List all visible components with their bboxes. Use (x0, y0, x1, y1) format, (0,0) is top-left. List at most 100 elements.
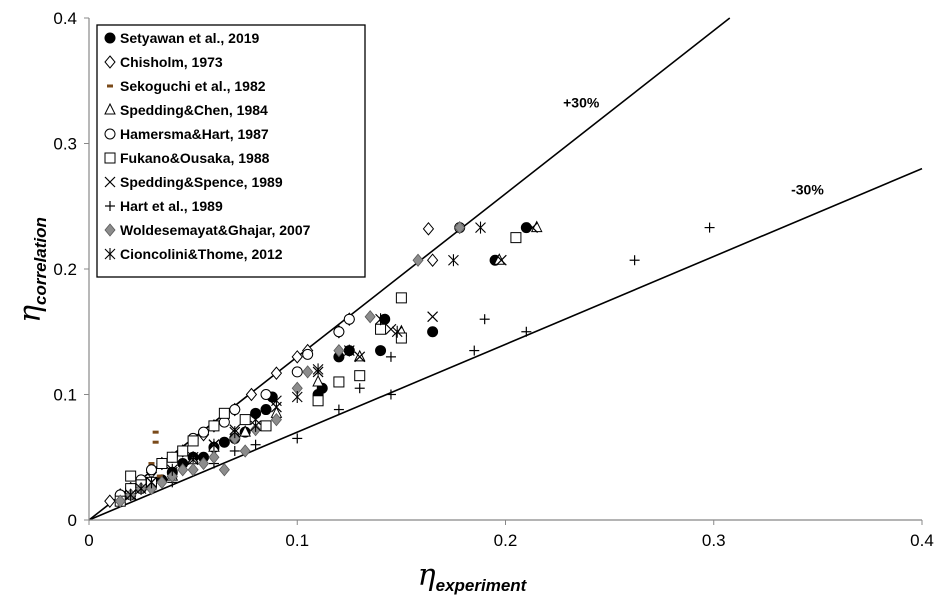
data-point (250, 439, 261, 450)
data-point (364, 310, 376, 324)
data-point (208, 450, 220, 464)
tick-layer: 0 0.1 0.2 0.3 0.4 0 0.1 0.2 0.3 0.4 (53, 9, 933, 550)
y-tick-label: 0.1 (53, 386, 77, 405)
data-point (104, 128, 116, 140)
data-point (208, 438, 220, 451)
data-point (343, 313, 355, 325)
data-point (260, 389, 272, 400)
data-point (229, 404, 241, 416)
data-point (333, 326, 345, 338)
data-point (333, 343, 345, 358)
data-point (354, 370, 366, 382)
data-point (166, 463, 178, 476)
data-point (152, 440, 159, 444)
data-point (291, 366, 303, 378)
legend-label: Spedding&Spence, 1989 (120, 174, 283, 190)
data-point (412, 253, 424, 267)
data-point (104, 32, 116, 44)
data-point (479, 314, 490, 325)
data-point (270, 412, 282, 427)
y-axis-symbol: η (13, 305, 48, 323)
data-point (177, 463, 189, 477)
data-point (469, 345, 480, 356)
data-point (177, 445, 189, 457)
data-point (187, 451, 199, 464)
data-point (510, 232, 522, 244)
y-tick-label: 0.2 (53, 260, 77, 279)
legend-label: Hart et al., 1989 (120, 198, 223, 214)
data-point (104, 152, 116, 164)
data-point (271, 394, 282, 407)
data-point (105, 201, 115, 211)
data-point (250, 419, 261, 432)
data-point (385, 351, 396, 362)
data-point (250, 407, 262, 419)
legend: Setyawan et al., 2019 Chisholm, 1973 Sekog… (96, 24, 366, 278)
legend-entry: Hart et al., 1989 (105, 198, 223, 214)
data-point (426, 253, 439, 267)
data-point (375, 313, 386, 326)
data-point (239, 425, 251, 437)
data-point (312, 374, 324, 387)
data-point (448, 254, 459, 267)
data-point (333, 376, 345, 388)
data-point (422, 222, 435, 236)
y-axis-subscript: correlation (31, 217, 50, 305)
y-tick-label: 0 (68, 511, 77, 530)
data-point (291, 350, 303, 364)
reference-line (88, 167, 923, 521)
x-tick-label: 0 (84, 531, 93, 550)
data-point (229, 445, 240, 456)
legend-entry: Setyawan et al., 2019 (104, 30, 260, 46)
legend-label: Fukano&Ousaka, 1988 (120, 150, 270, 166)
x-tick-label: 0.2 (494, 531, 518, 550)
data-point (239, 444, 251, 458)
x-tick-label: 0.4 (910, 531, 934, 550)
y-tick-label: 0.4 (53, 9, 77, 28)
y-axis-title: ηcorrelation (13, 217, 50, 323)
data-point (260, 404, 272, 416)
legend-label: Cioncolini&Thome, 2012 (120, 246, 283, 262)
x-axis-title: ηexperiment (418, 558, 528, 595)
x-tick-label: 0.1 (285, 531, 309, 550)
legend-entry: Woldesemayat&Ghajar, 2007 (104, 222, 311, 238)
legend-label: Hamersma&Hart, 1987 (120, 126, 269, 142)
data-point (354, 351, 366, 363)
data-point (156, 475, 168, 489)
legend-entry: Cioncolini&Thome, 2012 (104, 246, 283, 262)
data-point (354, 383, 365, 394)
data-point (312, 363, 324, 376)
data-point (114, 494, 126, 508)
data-point (152, 430, 159, 434)
legend-entry: Spedding&Chen, 1984 (104, 102, 268, 118)
data-points (104, 220, 715, 508)
data-point (302, 348, 314, 360)
data-point (125, 470, 137, 482)
data-point (156, 458, 168, 470)
data-point (333, 404, 344, 415)
data-point (218, 436, 230, 448)
data-point (427, 311, 439, 323)
data-point (166, 451, 178, 463)
data-point (187, 463, 199, 477)
legend-entry: Fukano&Ousaka, 1988 (104, 150, 270, 166)
data-point (375, 323, 387, 335)
data-point (353, 349, 366, 362)
legend-label: Spedding&Chen, 1984 (120, 102, 268, 118)
data-point (521, 326, 532, 337)
data-point (156, 474, 163, 478)
data-point (104, 55, 116, 69)
x-axis-subscript: experiment (436, 576, 528, 595)
data-point (292, 433, 303, 444)
x-tick-label: 0.3 (702, 531, 726, 550)
data-point (704, 222, 715, 233)
legend-entry: Hamersma&Hart, 1987 (104, 126, 269, 142)
legend-label: Setyawan et al., 2019 (120, 30, 260, 46)
data-point (385, 389, 396, 400)
data-point (527, 222, 538, 234)
data-point (146, 476, 157, 489)
data-point (302, 365, 314, 379)
data-point (395, 292, 407, 304)
data-point (198, 456, 210, 471)
data-point (427, 326, 439, 338)
